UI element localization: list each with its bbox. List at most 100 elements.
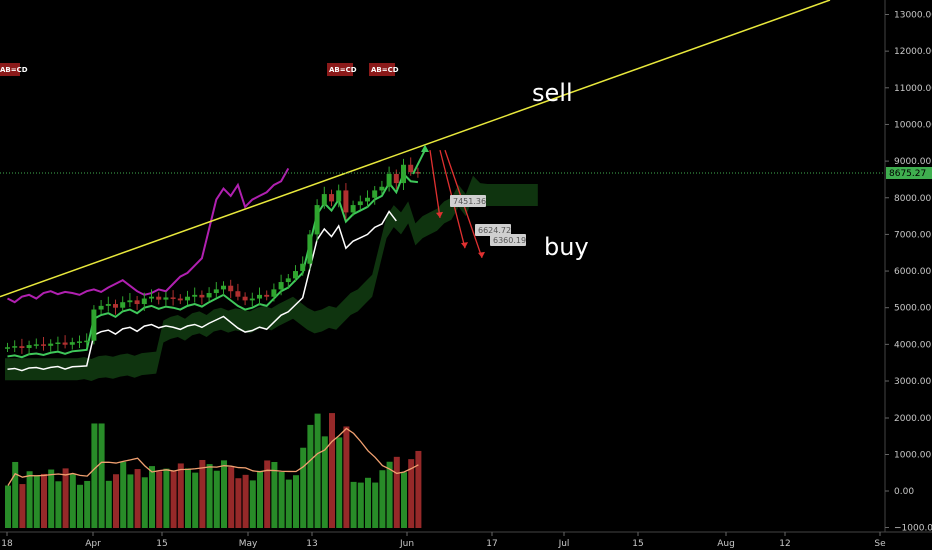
candle-body <box>329 194 334 202</box>
candle-body <box>235 291 241 297</box>
volume-tick-label: 2000.00 <box>894 414 931 424</box>
time-tick-label: 12 <box>779 539 790 549</box>
candle-body <box>26 345 32 349</box>
volume-bar <box>55 481 62 528</box>
forecast-up-arrow-head <box>421 144 429 152</box>
candle-body <box>336 190 342 202</box>
candle-body <box>69 342 75 345</box>
volume-bar <box>408 459 415 528</box>
candle-body <box>365 197 370 202</box>
time-axis[interactable]: 18 Apr 15 May 13 Jun 17 Jul 15 Aug 12 Se <box>1 532 886 549</box>
volume-bar <box>271 462 278 528</box>
candle-body <box>271 289 277 297</box>
volume-bar <box>41 473 47 528</box>
candle-body <box>98 305 104 310</box>
price-axis[interactable]: 13000.00 12000.00 11000.00 10000.00 9000.00 8… <box>885 11 932 388</box>
volume-bar <box>134 469 141 528</box>
candle-body <box>300 263 306 272</box>
volume-tick-label: −1000.00 <box>894 524 932 534</box>
candle-body <box>285 278 291 283</box>
time-tick-label: 15 <box>632 539 643 549</box>
volume-bar <box>69 473 76 528</box>
volume-bar <box>329 413 335 528</box>
cloud-area <box>5 175 538 381</box>
volume-bar <box>264 460 271 528</box>
pattern-label: AB=CD <box>0 63 28 76</box>
candle-body <box>293 271 298 279</box>
candle-body <box>149 296 154 299</box>
candle-body <box>91 309 97 341</box>
volume-bar <box>278 471 285 528</box>
candle-body <box>192 294 198 297</box>
volume-bar <box>120 461 127 528</box>
candle-body <box>177 298 183 301</box>
candle-body <box>120 302 126 308</box>
candle-body <box>113 304 118 308</box>
candle-body <box>401 164 406 184</box>
time-tick-label: 18 <box>1 539 13 549</box>
volume-bar <box>33 475 40 528</box>
candle-body <box>228 285 234 292</box>
candle-body <box>206 293 212 298</box>
candle-body <box>372 190 378 198</box>
volume-bar <box>127 474 134 528</box>
price-tick-label: 5000.00 <box>894 304 931 314</box>
target-label: 6624.72 <box>475 224 511 236</box>
time-tick-label: Jul <box>558 539 570 549</box>
candle-body <box>19 346 25 349</box>
candle-body <box>84 340 90 343</box>
price-tick-label: 6000.00 <box>894 267 931 277</box>
candle-body <box>62 342 68 345</box>
candle-body <box>55 342 61 345</box>
volume-bar <box>5 485 11 528</box>
volume-bar <box>321 436 328 528</box>
volume-bar <box>365 477 371 528</box>
candle-body <box>77 341 82 343</box>
purple-indicator-line <box>7 167 290 304</box>
volume-tick-label: 0.00 <box>894 487 914 497</box>
price-tick-label: 8000.00 <box>894 194 931 204</box>
volume-bar <box>228 467 235 528</box>
candles <box>5 157 421 355</box>
volume-bar <box>170 470 177 528</box>
time-tick-label: May <box>239 539 258 549</box>
volume-bar <box>163 468 170 528</box>
candle-body <box>105 304 111 306</box>
volume-bar <box>357 482 364 528</box>
volume-bar <box>213 470 220 528</box>
white-indicator-line <box>7 210 397 372</box>
volume-bar <box>415 450 422 528</box>
volume-bar <box>300 447 307 528</box>
volume-bar <box>84 480 91 528</box>
time-tick-label: 17 <box>486 539 497 549</box>
volume-bar <box>401 472 407 528</box>
volume-tick-label: 1000.00 <box>894 451 931 461</box>
candle-body <box>221 285 226 290</box>
candle-body <box>379 186 385 191</box>
volume-bar <box>343 426 350 528</box>
candle-body <box>12 346 18 348</box>
volume-bar <box>293 475 299 528</box>
candle-body <box>343 190 349 213</box>
ichimoku-cloud <box>5 175 538 381</box>
volume-bar <box>185 468 191 528</box>
volume-axis[interactable]: 2000.00 1000.00 0.00 −1000.00 <box>885 414 932 534</box>
volume-bar <box>98 423 105 528</box>
volume-bar <box>77 484 83 528</box>
volume-bar <box>386 461 393 528</box>
volume-bar <box>149 466 155 528</box>
volume-bar <box>242 474 249 528</box>
volume-bar <box>314 413 321 528</box>
candle-body <box>48 343 54 346</box>
candle-body <box>163 297 169 300</box>
svg-text:8675.27: 8675.27 <box>889 169 926 179</box>
ascending-trendline[interactable] <box>0 0 831 298</box>
price-tick-label: 3000.00 <box>894 377 931 387</box>
volume-bar <box>249 480 256 528</box>
candle-body <box>141 298 147 305</box>
candle-body <box>257 294 262 299</box>
candle-body <box>357 201 363 206</box>
price-tick-label: 4000.00 <box>894 340 931 350</box>
